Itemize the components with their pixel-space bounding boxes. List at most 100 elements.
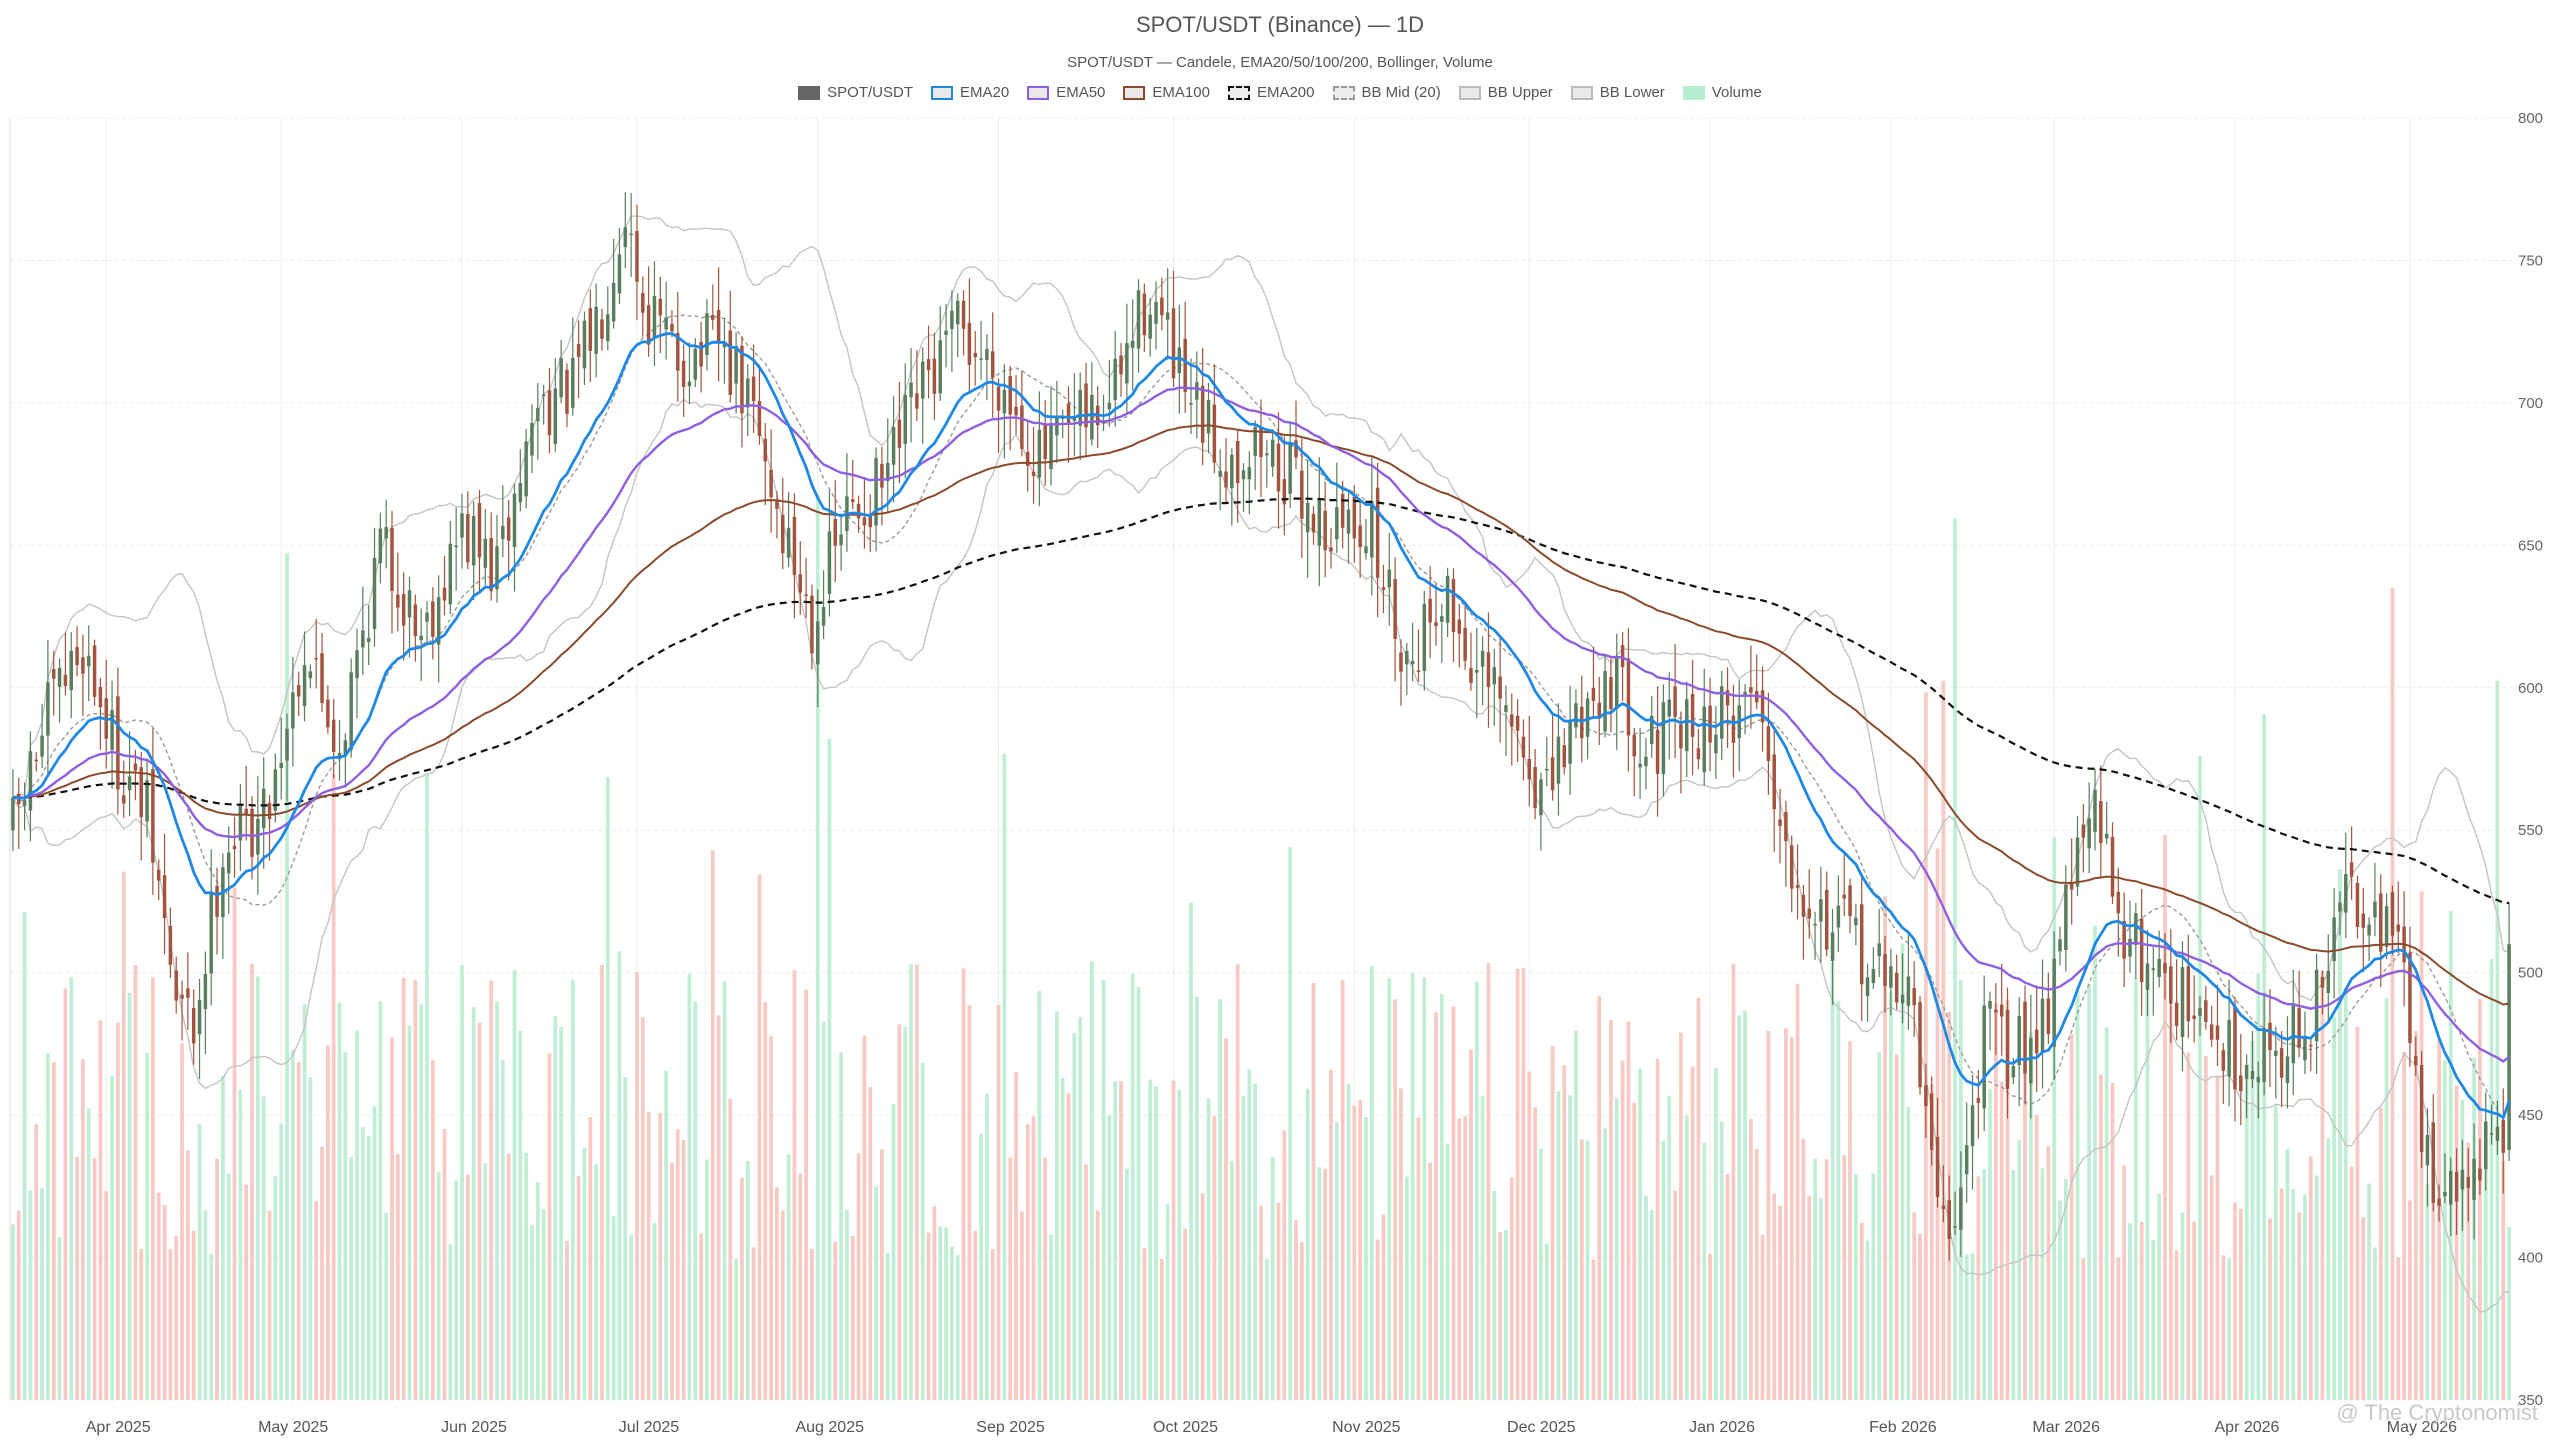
volume-bar xyxy=(833,1241,838,1400)
volume-bar xyxy=(1428,1162,1432,1400)
volume-bar xyxy=(1743,1010,1747,1400)
volume-bar xyxy=(46,1053,50,1400)
volume-bar xyxy=(2355,1026,2360,1400)
volume-bar xyxy=(133,965,138,1400)
legend-item[interactable]: EMA100 xyxy=(1123,84,1210,101)
volume-bar xyxy=(1725,1173,1730,1400)
legend-item[interactable]: BB Upper xyxy=(1458,84,1553,101)
volume-bar xyxy=(2489,959,2494,1400)
volume-bar xyxy=(1008,1157,1013,1400)
volume-bar xyxy=(2075,989,2080,1400)
volume-bar xyxy=(979,1133,983,1400)
legend-item[interactable]: EMA50 xyxy=(1027,84,1105,101)
candle-body xyxy=(2215,1025,2220,1040)
volume-bar xyxy=(693,1001,698,1400)
legend-swatch xyxy=(1682,85,1705,100)
legend-item[interactable]: BB Lower xyxy=(1570,84,1665,101)
volume-bar xyxy=(1253,1083,1258,1400)
candle-body xyxy=(1959,1187,1963,1230)
candle-body xyxy=(629,233,633,236)
candle-body xyxy=(180,994,184,999)
volume-bar xyxy=(1107,1115,1112,1400)
candle-body xyxy=(256,818,260,855)
candle-body xyxy=(1889,966,1893,988)
volume-bar xyxy=(2390,588,2395,1400)
candle-body xyxy=(232,845,237,850)
candle-body xyxy=(664,317,668,330)
y-tick-label: 500 xyxy=(2518,965,2543,982)
candle-body xyxy=(2332,917,2336,962)
volume-bar xyxy=(2244,1066,2249,1400)
volume-bar xyxy=(2116,1257,2121,1400)
legend-item[interactable]: EMA20 xyxy=(931,84,1009,101)
candle-body xyxy=(2023,1001,2027,1074)
volume-bar xyxy=(1212,1115,1217,1400)
candle-body xyxy=(495,546,499,590)
volume-bar xyxy=(1801,1138,1806,1400)
candle-body xyxy=(1819,899,1823,922)
candle-body xyxy=(973,352,977,358)
candle-body xyxy=(1486,652,1491,688)
candle-body xyxy=(355,650,359,679)
volume-bar xyxy=(215,1158,219,1400)
volume-bar xyxy=(2139,1221,2144,1400)
volume-bar xyxy=(535,1182,540,1400)
candle-body xyxy=(1964,1145,1969,1175)
candle-body xyxy=(1078,389,1082,426)
volume-bar xyxy=(670,1162,674,1400)
volume-bar xyxy=(40,1187,44,1400)
volume-bar xyxy=(588,1117,593,1400)
candle-body xyxy=(944,330,948,335)
volume-bar xyxy=(769,1036,773,1400)
volume-bar xyxy=(343,1052,348,1400)
volume-bar xyxy=(296,1061,301,1400)
volume-bar xyxy=(2478,998,2482,1400)
candle-body xyxy=(1072,417,1077,421)
volume-bar xyxy=(541,1209,546,1400)
candle-body xyxy=(2320,977,2325,988)
volume-bar xyxy=(1445,1143,1450,1400)
volume-bar xyxy=(961,968,966,1400)
candle-body xyxy=(1871,969,1876,984)
candle-body xyxy=(331,719,336,753)
volume-bar xyxy=(547,1053,552,1400)
volume-bar xyxy=(1620,1060,1625,1400)
volume-bar xyxy=(500,1060,505,1400)
volume-bar xyxy=(891,1104,896,1400)
candle-body xyxy=(1568,722,1572,764)
volume-bar xyxy=(2332,1016,2336,1400)
volume-bar xyxy=(658,1112,663,1400)
volume-bar xyxy=(1556,1091,1561,1400)
volume-bar xyxy=(1737,1015,1742,1400)
volume-bar xyxy=(174,1236,179,1400)
candle-body xyxy=(1399,652,1403,672)
candle-body xyxy=(1725,690,1730,706)
legend-item[interactable]: BB Mid (20) xyxy=(1332,84,1441,101)
candle-body xyxy=(1475,670,1479,673)
volume-bar xyxy=(2396,1257,2401,1400)
candle-body xyxy=(763,438,768,462)
legend-item[interactable]: Volume xyxy=(1682,84,1762,101)
candle-body xyxy=(349,672,353,750)
candle-body xyxy=(1510,714,1514,727)
legend-item[interactable]: SPOT/USDT xyxy=(798,84,913,101)
candle-body xyxy=(920,361,925,399)
volume-bar xyxy=(28,1190,33,1400)
candle-body xyxy=(635,231,639,282)
candle-body xyxy=(716,309,721,344)
candle-body xyxy=(1679,724,1683,749)
candle-body xyxy=(1247,467,1252,480)
candle-body xyxy=(2180,967,2185,1037)
candle-body xyxy=(1107,402,1112,410)
volume-bar xyxy=(1883,896,1887,1400)
legend-item[interactable]: EMA200 xyxy=(1227,84,1315,101)
volume-bar xyxy=(238,1089,243,1400)
volume-bar xyxy=(1072,1033,1077,1400)
volume-bar xyxy=(2367,1183,2371,1400)
candle-body xyxy=(1877,943,1881,957)
legend-swatch xyxy=(1227,85,1250,100)
candle-body xyxy=(1422,603,1427,671)
candle-body xyxy=(1772,754,1776,810)
candle-body xyxy=(2349,862,2354,877)
volume-bar xyxy=(2448,911,2453,1400)
